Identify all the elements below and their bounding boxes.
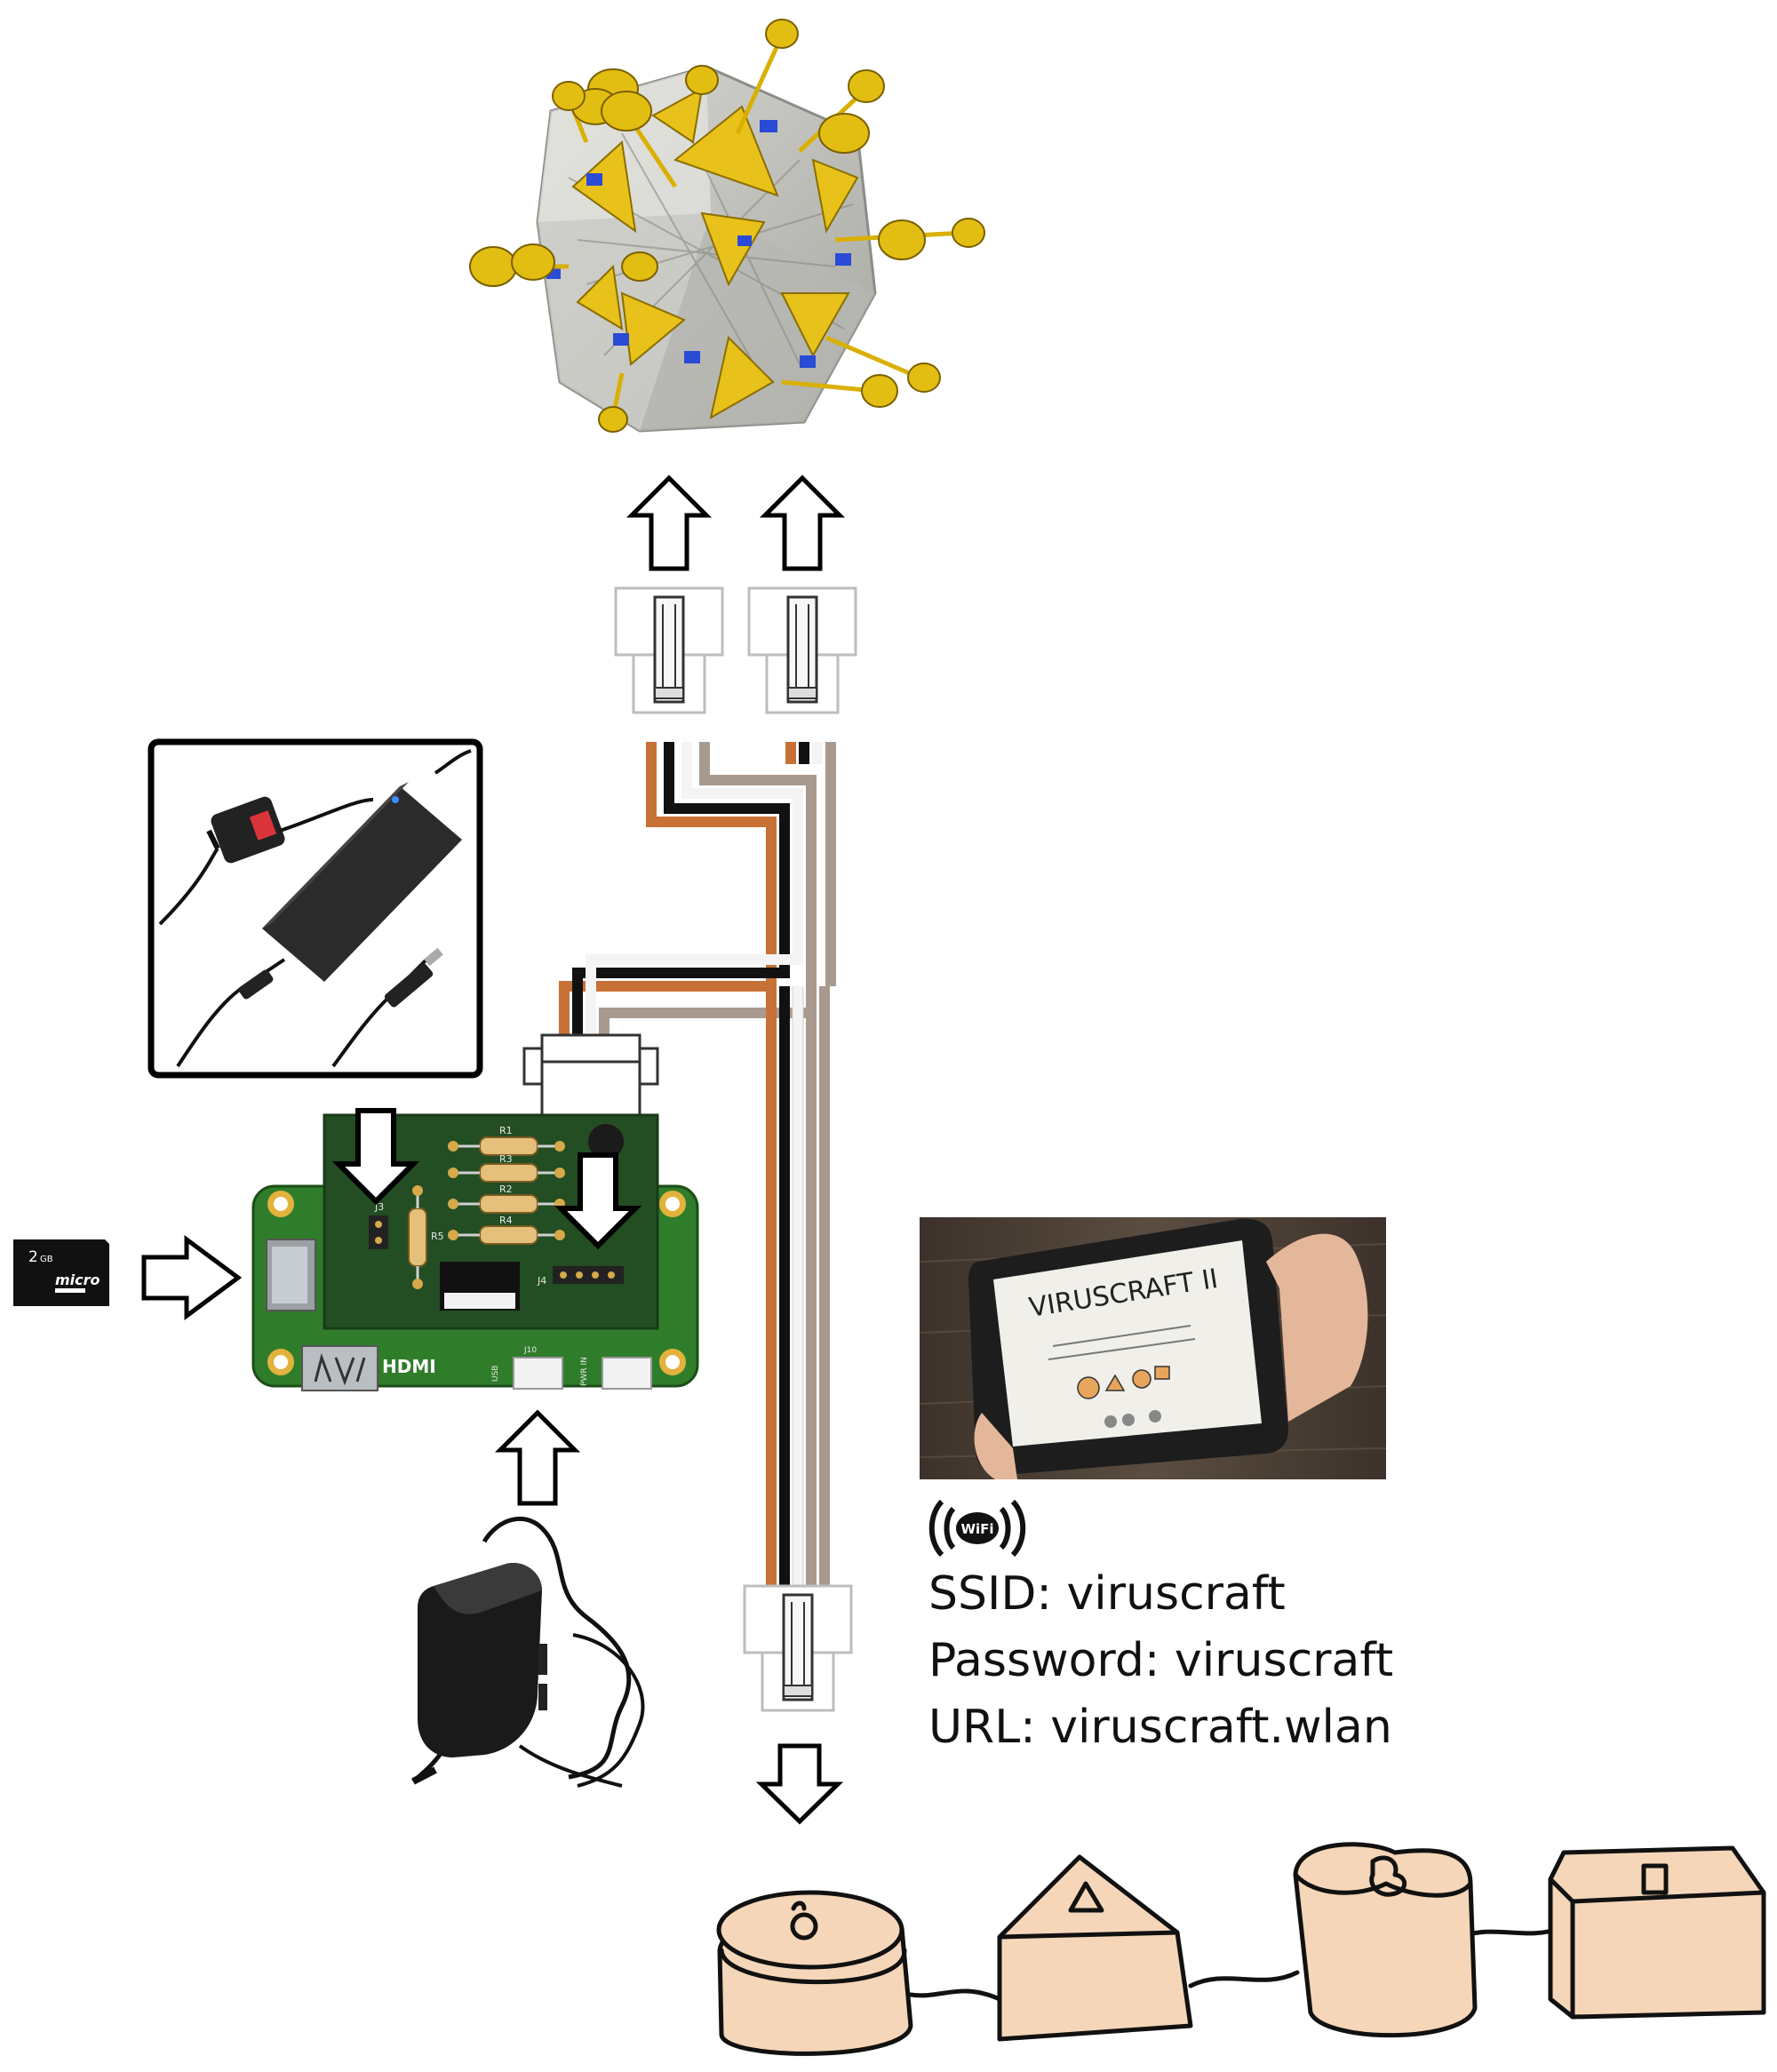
usb-power-adapter <box>411 1516 645 1788</box>
sd-capacity: 2 <box>28 1248 38 1266</box>
cable-bundle <box>559 742 836 1599</box>
pcb-board: R1 R3 R2 R4 R5 J3 J4 HDMI USB PWR IN J10 <box>251 1113 699 1391</box>
tablet-photo: VIRUSCRAFT II <box>919 1217 1387 1479</box>
label-r5: R5 <box>431 1231 444 1242</box>
sd-brand: micro <box>55 1271 100 1288</box>
power-brick-inset <box>147 738 483 1079</box>
blob-sensor <box>1293 1842 1478 2038</box>
up-arrow-power <box>500 1413 575 1503</box>
label-j3: J3 <box>374 1201 384 1213</box>
wifi-password: Password: viruscraft <box>928 1634 1394 1687</box>
right-arrow-sd <box>141 1235 243 1320</box>
up-arrow-right <box>765 478 840 569</box>
label-r2: R2 <box>499 1183 513 1195</box>
label-r4: R4 <box>499 1215 513 1226</box>
cylinder-sensor <box>716 1890 913 2056</box>
wifi-url: URL: viruscraft.wlan <box>928 1701 1392 1754</box>
wifi-icon: WiFi <box>928 1499 1026 1558</box>
virus-capsid-model <box>469 19 985 433</box>
connector-top-left <box>614 586 724 714</box>
sensor-shapes <box>716 1842 1766 2056</box>
wifi-ssid: SSID: viruscraft <box>928 1567 1286 1621</box>
connector-bottom <box>743 1584 853 1712</box>
up-arrow-left <box>632 478 706 569</box>
label-r3: R3 <box>499 1153 513 1165</box>
label-r1: R1 <box>499 1125 513 1136</box>
sd-unit: GB <box>40 1255 53 1264</box>
label-j10: J10 <box>523 1346 537 1355</box>
label-hdmi: HDMI <box>382 1356 436 1377</box>
label-pwr-in: PWR IN <box>580 1357 589 1386</box>
down-arrow-sensors <box>755 1743 844 1825</box>
label-usb: USB <box>491 1366 500 1382</box>
wifi-badge-label: WiFi <box>960 1521 993 1537</box>
pcb-header-connector <box>522 1033 659 1130</box>
micro-sd-card: 2 GB micro <box>13 1239 109 1306</box>
label-j4: J4 <box>537 1275 546 1287</box>
triangle-sensor <box>997 1854 1193 2042</box>
connector-top-right <box>747 586 857 714</box>
box-sensor <box>1548 1845 1766 2020</box>
